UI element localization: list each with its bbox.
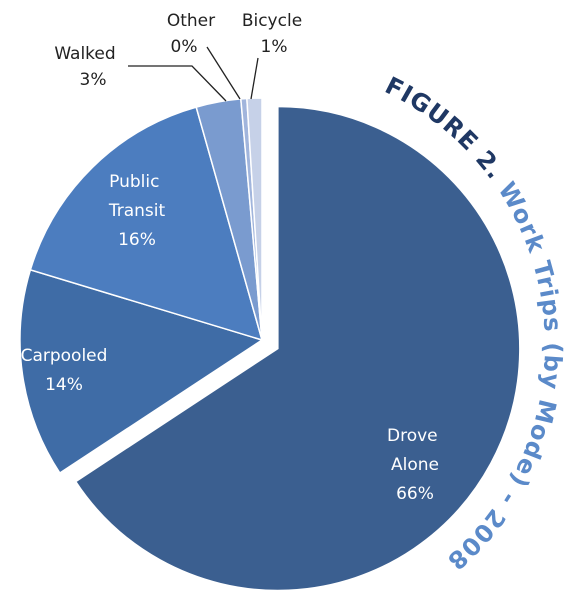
pie-slice	[74, 105, 521, 592]
category-label: Carpooled	[21, 346, 108, 366]
leader-line	[128, 65, 227, 102]
value-label: 14%	[45, 375, 83, 395]
leader-line	[250, 57, 259, 100]
pie-slice	[29, 106, 264, 342]
value-label: 0%	[171, 37, 198, 57]
pie-slice	[246, 97, 263, 341]
leader-line	[206, 46, 241, 100]
value-label: 1%	[261, 37, 288, 57]
labels: Drove Alone 66% Carpooled 14% Public Transit…	[21, 11, 443, 504]
category-label: Public Transit	[108, 172, 166, 221]
value-label: 66%	[396, 484, 434, 504]
category-label: Bicycle	[242, 11, 302, 31]
value-label: 16%	[118, 230, 156, 250]
pie	[19, 97, 521, 592]
category-label: Other	[167, 11, 215, 31]
category-label: Walked	[54, 44, 115, 64]
category-label: Drove Alone	[387, 426, 443, 475]
value-label: 3%	[80, 70, 107, 90]
pie-slice	[19, 268, 264, 475]
